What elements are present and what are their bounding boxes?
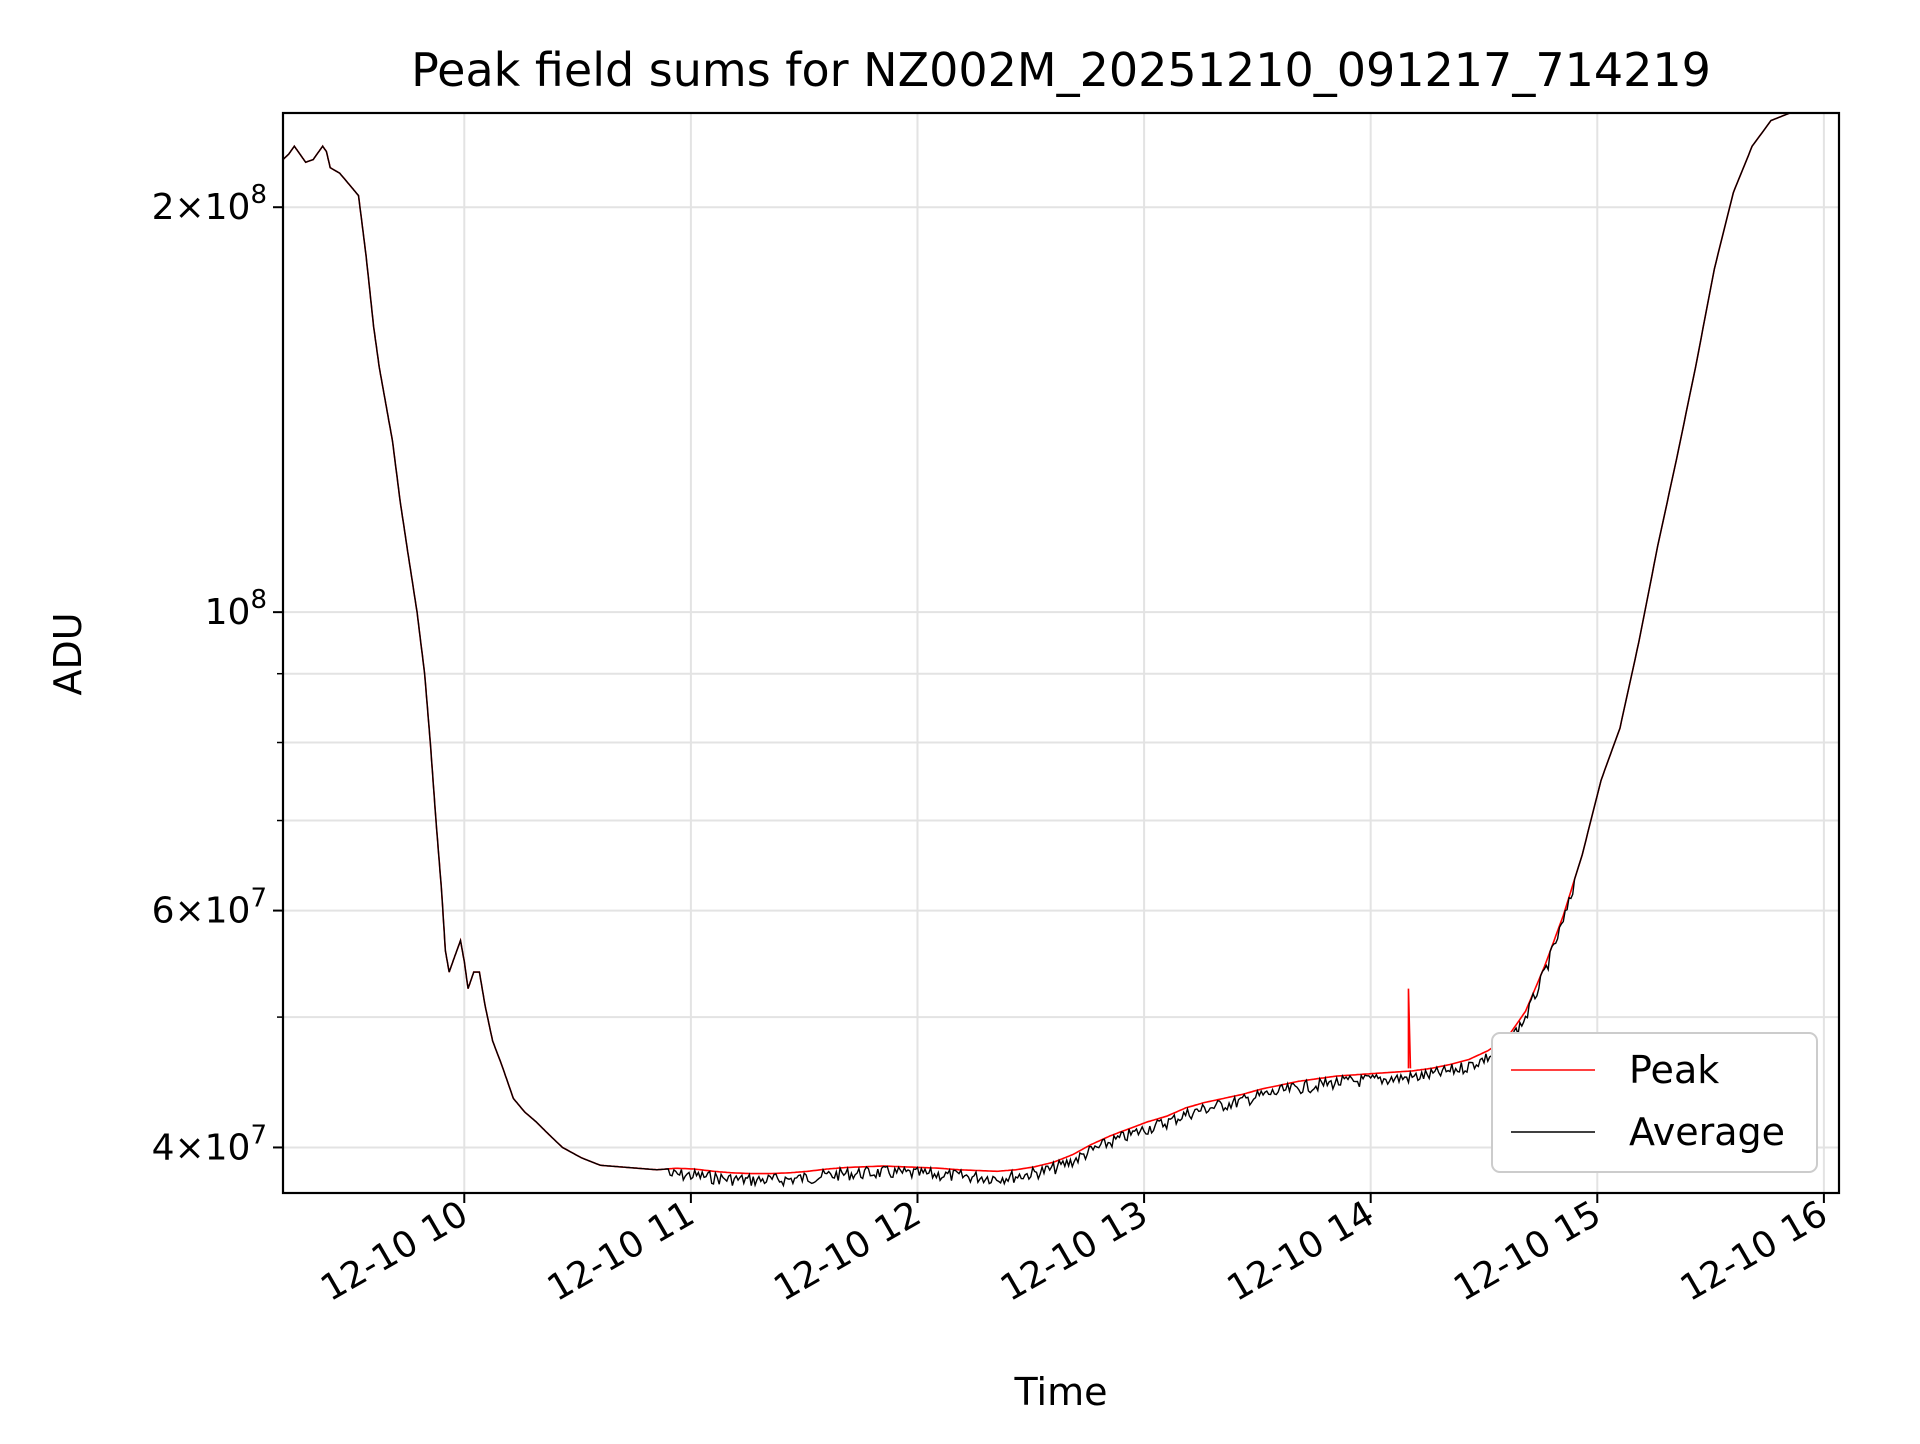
- legend-box: [1491, 1032, 1818, 1173]
- legend: Peak Average: [1491, 1032, 1818, 1173]
- series-spike-peak: [1407, 988, 1412, 1069]
- y-tick-label: 6×107: [152, 884, 267, 932]
- legend-label-average: Average: [1629, 1110, 1785, 1154]
- chart-title: Peak field sums for NZ002M_20251210_0912…: [411, 43, 1711, 97]
- y-tick-label: 2×108: [152, 180, 267, 228]
- y-tick-label: 108: [205, 585, 267, 633]
- series-layer: [283, 113, 1839, 1188]
- grid: [283, 113, 1839, 1193]
- plot-frame: [281, 111, 1841, 1195]
- legend-label-peak: Peak: [1629, 1048, 1719, 1092]
- y-axis-label: ADU: [46, 612, 90, 695]
- series-line-average: [283, 113, 1839, 1188]
- x-axis-label: Time: [1014, 1370, 1108, 1414]
- y-tick-label: 4×107: [152, 1120, 267, 1168]
